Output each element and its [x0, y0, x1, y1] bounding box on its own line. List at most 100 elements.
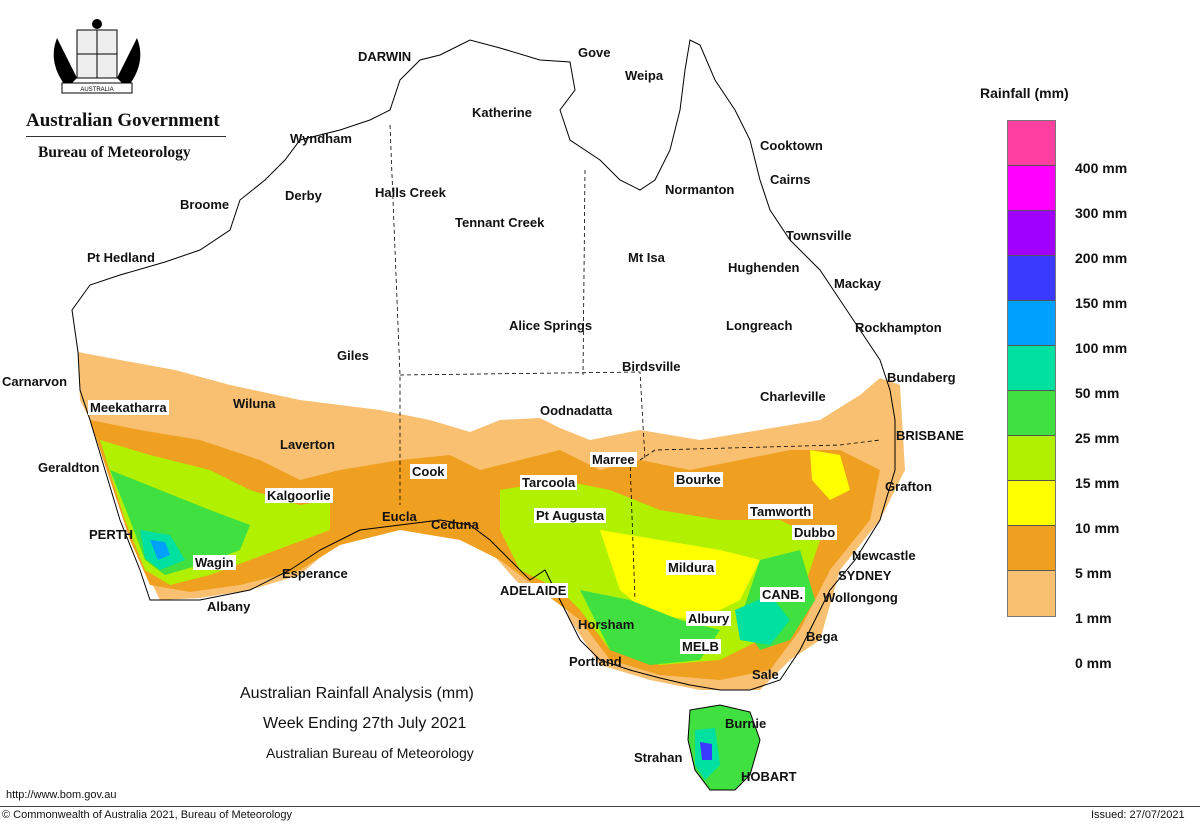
- legend-swatch: [1008, 526, 1055, 571]
- place-label: Cooktown: [760, 138, 823, 153]
- place-label: Meekatharra: [88, 400, 169, 415]
- legend-label: 25 mm: [1075, 430, 1120, 446]
- legend-swatch: [1008, 211, 1055, 256]
- place-label: Broome: [180, 197, 230, 212]
- place-label: CANB.: [760, 587, 806, 602]
- place-label: PERTH: [89, 527, 134, 542]
- place-label: Tarcoola: [520, 475, 578, 490]
- place-label: Tamworth: [748, 504, 814, 519]
- map-subtitle-date: Week Ending 27th July 2021: [263, 715, 467, 732]
- legend-label: 50 mm: [1075, 385, 1120, 401]
- place-label: Mackay: [834, 276, 881, 291]
- place-label: Normanton: [665, 182, 735, 197]
- legend-swatch: [1008, 391, 1055, 436]
- rain-zone-50mm-se: [735, 595, 790, 645]
- place-label: Marree: [590, 452, 637, 467]
- legend-label: 15 mm: [1075, 475, 1120, 491]
- place-label: Grafton: [885, 479, 932, 494]
- coat-of-arms-icon: AUSTRALIA: [53, 19, 141, 94]
- place-label: SYDNEY: [838, 568, 892, 583]
- place-label: Cairns: [770, 172, 811, 187]
- place-label: Eucla: [382, 509, 417, 524]
- place-label: Geraldton: [38, 460, 100, 475]
- legend-swatch: [1008, 436, 1055, 481]
- place-label: Strahan: [634, 750, 683, 765]
- map-subtitle-agency: Australian Bureau of Meteorology: [266, 745, 474, 761]
- org-title: Australian Government: [26, 110, 220, 131]
- place-label: Tennant Creek: [455, 215, 545, 230]
- legend-color-bar: [1007, 120, 1056, 617]
- place-label: Mt Isa: [628, 250, 665, 265]
- legend-label: 100 mm: [1075, 340, 1128, 356]
- australia-coastline: [71, 39, 896, 691]
- legend-label: 300 mm: [1075, 205, 1128, 221]
- place-label: Derby: [285, 188, 322, 203]
- coat-of-arms-logo: AUSTRALIA: [22, 18, 232, 108]
- place-label: Oodnadatta: [540, 403, 613, 418]
- legend-label: 400 mm: [1075, 160, 1128, 176]
- place-label: Giles: [337, 348, 369, 363]
- place-label: Weipa: [625, 68, 664, 83]
- place-label: Wiluna: [233, 396, 276, 411]
- legend-swatch: [1008, 301, 1055, 346]
- rain-zone-tas-100: [700, 742, 712, 760]
- place-label: Horsham: [578, 617, 635, 632]
- place-label: Cook: [410, 464, 447, 479]
- place-label: BRISBANE: [896, 428, 964, 443]
- place-label: Kalgoorlie: [265, 488, 333, 503]
- place-label: Bourke: [674, 472, 723, 487]
- legend-swatch: [1008, 166, 1055, 211]
- rain-zone-10mm-se: [600, 530, 760, 620]
- place-label: Wagin: [193, 555, 236, 570]
- place-label: Portland: [569, 654, 622, 669]
- place-label: Newcastle: [852, 548, 916, 563]
- place-label: Albany: [207, 599, 251, 614]
- place-label: Katherine: [472, 105, 532, 120]
- legend-label: 1 mm: [1075, 610, 1112, 626]
- place-label: Burnie: [725, 716, 767, 731]
- tasmania-coastline: [687, 704, 761, 791]
- place-label: Albury: [686, 611, 732, 626]
- legend-swatch: [1008, 481, 1055, 526]
- place-label: Wollongong: [823, 590, 898, 605]
- place-label: Esperance: [282, 566, 348, 581]
- place-label: Bundaberg: [887, 370, 956, 385]
- place-label: HOBART: [741, 769, 797, 784]
- legend-label: 10 mm: [1075, 520, 1120, 536]
- legend-label: 5 mm: [1075, 565, 1112, 581]
- place-label: DARWIN: [358, 49, 412, 64]
- place-label: Carnarvon: [2, 374, 68, 389]
- issued-date: Issued: 27/07/2021: [1091, 809, 1185, 821]
- rain-zone-100mm-wa: [150, 540, 170, 560]
- place-label: Ceduna: [431, 517, 479, 532]
- place-label: Wyndham: [290, 131, 352, 146]
- place-label: Gove: [578, 45, 611, 60]
- legend-label: 200 mm: [1075, 250, 1128, 266]
- place-label: Rockhampton: [855, 320, 942, 335]
- place-label: Birdsville: [622, 359, 681, 374]
- place-label: Alice Springs: [509, 318, 593, 333]
- place-label: Hughenden: [728, 260, 800, 275]
- place-label: Charleville: [760, 389, 826, 404]
- place-label: Sale: [752, 667, 779, 682]
- state-borders: [389, 124, 881, 601]
- place-label: Bega: [806, 629, 838, 644]
- place-label: Pt Hedland: [87, 250, 155, 265]
- place-label: MELB: [680, 639, 721, 654]
- place-label: Halls Creek: [375, 185, 446, 200]
- place-label: Longreach: [726, 318, 793, 333]
- legend-title: Rainfall (mm): [980, 85, 1069, 101]
- legend-swatch: [1008, 571, 1055, 616]
- place-label: Townsville: [786, 228, 852, 243]
- legend-label: 0 mm: [1075, 655, 1112, 671]
- legend-label: 150 mm: [1075, 295, 1128, 311]
- place-label: Laverton: [280, 437, 335, 452]
- place-label: Dubbo: [792, 525, 838, 540]
- source-url: http://www.bom.gov.au: [6, 789, 117, 801]
- org-title-divider: [26, 136, 226, 137]
- svg-text:AUSTRALIA: AUSTRALIA: [80, 87, 113, 93]
- footer-divider: [0, 806, 1200, 807]
- place-label: Mildura: [666, 560, 717, 575]
- org-subtitle: Bureau of Meteorology: [38, 144, 191, 161]
- place-label: Pt Augusta: [534, 508, 607, 523]
